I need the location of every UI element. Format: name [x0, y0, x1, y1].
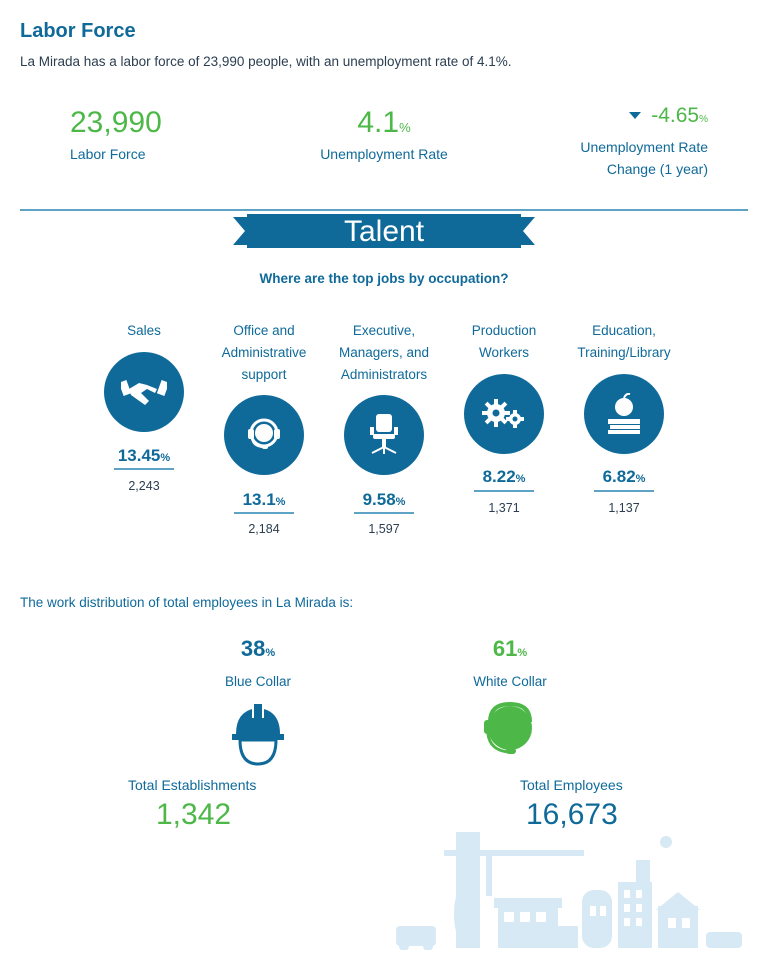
occupation-label-sales: Sales: [127, 323, 161, 338]
labor-force-stat: 23,990 Labor Force: [70, 106, 162, 162]
underline: [354, 512, 414, 514]
underline: [594, 490, 654, 492]
headset-icon: [248, 418, 280, 449]
city-skyline-illustration: [396, 832, 742, 950]
occupation-circle-education: [584, 374, 664, 454]
underline: [474, 490, 534, 492]
apple-books-icon: [608, 393, 640, 434]
total-establishments-label: Total Establishments: [128, 777, 257, 793]
blue-collar-percent: 38%: [240, 636, 276, 661]
occupation-count-sales: 2,243: [128, 479, 160, 493]
labor-force-value: 23,990: [70, 106, 162, 139]
labor-force-label: Labor Force: [70, 146, 146, 162]
occupation-percent-production: 8.22%: [482, 467, 526, 486]
occupation-label-education: Education, Training/Library: [577, 323, 671, 360]
unemployment-change-value: -4.65%: [651, 104, 708, 127]
labor-force-intro: La Mirada has a labor force of 23,990 pe…: [20, 54, 512, 69]
unemployment-value: 4.1%: [357, 106, 411, 139]
total-establishments-value: 1,342: [156, 798, 232, 831]
occupation-label-production: Production Workers: [471, 323, 537, 360]
total-employees-value: 16,673: [526, 798, 618, 831]
underline: [234, 512, 294, 514]
occupation-label-executive: Executive, Managers, and Administrators: [338, 323, 430, 382]
blue-collar-label: Blue Collar: [224, 674, 292, 689]
section-divider: [20, 209, 748, 211]
occupation-percent-education: 6.82%: [602, 467, 646, 486]
unemployment-stat: 4.1% Unemployment Rate: [300, 106, 468, 162]
white-collar-percent: 61%: [492, 636, 528, 661]
total-employees-label: Total Employees: [520, 777, 623, 793]
occupation-count-executive: 1,597: [368, 522, 400, 536]
handshake-icon: [121, 380, 167, 405]
occupation-circle-executive: [344, 395, 424, 475]
unemployment-label: Unemployment Rate: [320, 146, 448, 162]
unemployment-change-label: Unemployment Rate Change (1 year): [580, 139, 708, 177]
talent-ribbon: Talent: [233, 214, 535, 248]
occupation-count-office-admin: 2,184: [248, 522, 280, 536]
office-chair-icon: [370, 414, 398, 454]
occupation-circle-sales: [104, 352, 184, 432]
page-title: Labor Force: [20, 20, 136, 42]
occupation-label-office-admin: Office and Administrative support: [221, 323, 307, 382]
white-collar-label: White Collar: [473, 674, 547, 689]
hard-hat-icon: [232, 702, 284, 766]
occupation-percent-sales: 13.45%: [117, 446, 171, 465]
distribution-intro: The work distribution of total employees…: [20, 595, 354, 610]
unemployment-change-stat: -4.65% Unemployment Rate Change (1 year): [560, 104, 708, 180]
talent-ribbon-label: Talent: [344, 215, 425, 248]
occupation-circle-production: [464, 374, 544, 454]
headset-worker-icon: [484, 702, 532, 754]
occupation-count-education: 1,137: [608, 501, 640, 515]
gears-icon: [482, 399, 524, 428]
occupation-percent-office-admin: 13.1%: [242, 490, 286, 509]
triangle-down-icon: [629, 112, 642, 119]
occupation-count-production: 1,371: [488, 501, 520, 515]
occupation-percent-executive: 9.58%: [362, 490, 406, 509]
occupation-circle-office-admin: [224, 395, 304, 475]
underline: [114, 468, 174, 470]
occupation-question: Where are the top jobs by occupation?: [259, 271, 509, 286]
